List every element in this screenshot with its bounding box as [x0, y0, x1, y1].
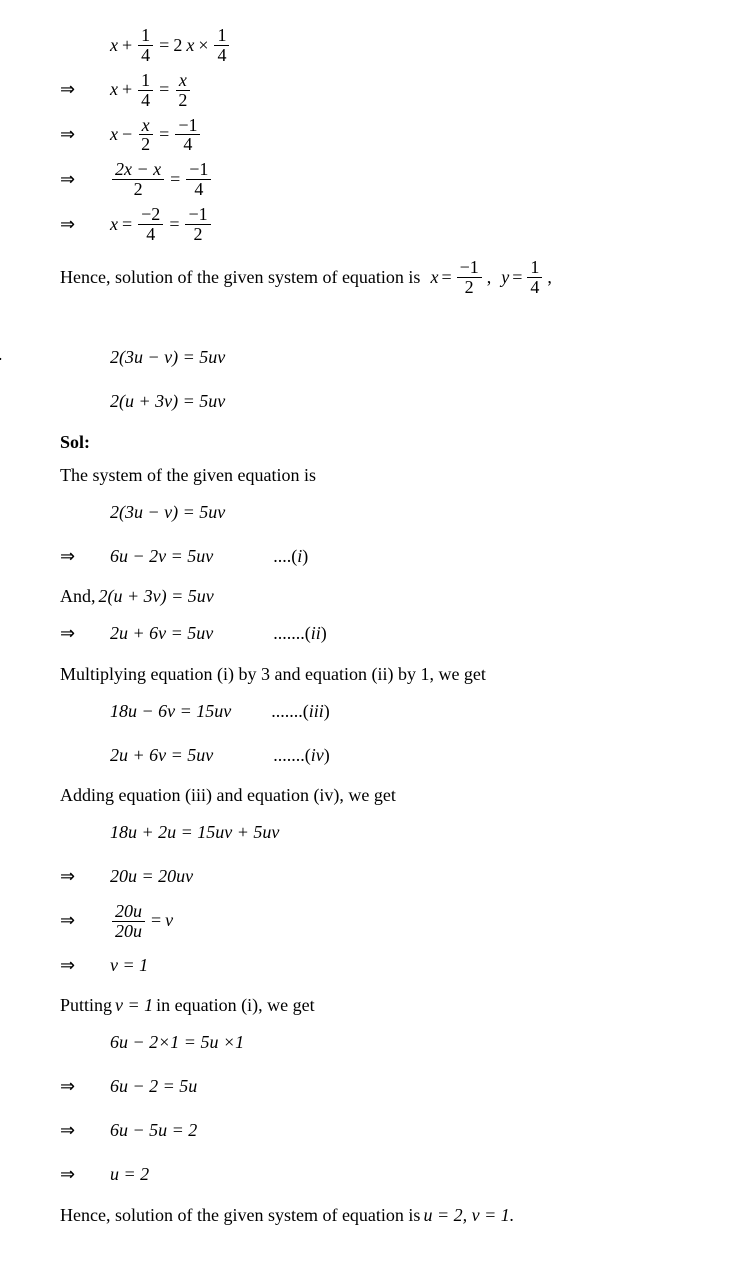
and-line: And, 2(u + 3v) = 5uv [60, 585, 708, 608]
step-eq: 18u + 2u = 15uv + 5uv [60, 814, 708, 852]
fraction: 14 [214, 26, 229, 65]
multiply-text: Multiplying equation (i) by 3 and equati… [60, 663, 708, 686]
conclusion-1: Hence, solution of the given system of e… [60, 258, 708, 297]
step-eq: ⇒ 6u − 2v = 5uv ....(i) [60, 537, 708, 575]
implies-icon: ⇒ [60, 78, 110, 101]
eq-line-3: ⇒ x − x2 = −14 [60, 116, 708, 155]
eq-line-4: ⇒ 2x − x2 = −14 [60, 160, 708, 199]
implies-icon: ⇒ [60, 1119, 110, 1142]
eq-line-5: ⇒ x = −24 = −12 [60, 205, 708, 244]
step-eq: 2(3u − v) = 5uv [60, 493, 708, 531]
eq-tag: ....(i) [273, 545, 308, 568]
step-eq: ⇒ 20u20u = v [60, 902, 708, 941]
implies-icon: ⇒ [60, 954, 110, 977]
conclusion-text: Hence, solution of the given system of e… [60, 266, 420, 289]
step-eq: 6u − 2×1 = 5u ×1 [60, 1024, 708, 1062]
implies-icon: ⇒ [60, 545, 110, 568]
var: x [186, 34, 194, 57]
implies-icon: ⇒ [60, 123, 110, 146]
implies-icon: ⇒ [60, 909, 110, 932]
question-32-block: 2(3u − v) = 5uv 2(u + 3v) = 5uv Sol: The… [60, 339, 708, 1228]
eq-tag: .......(iv) [273, 744, 330, 767]
eq-line-2: ⇒ x + 14 = x2 [60, 71, 708, 110]
implies-icon: ⇒ [60, 622, 110, 645]
op: × [198, 34, 208, 57]
step-eq: ⇒ u = 2 [60, 1156, 708, 1194]
op: + [122, 34, 132, 57]
fraction: 14 [138, 26, 153, 65]
step-eq: ⇒ v = 1 [60, 946, 708, 984]
problem-eq-1: 2(3u − v) = 5uv [60, 339, 708, 377]
solution-block-1: x + 14 = 2x × 14 ⇒ x + 14 = x2 ⇒ x − x2 … [60, 26, 708, 297]
var: x [110, 34, 118, 57]
implies-icon: ⇒ [60, 1163, 110, 1186]
step-eq: ⇒ 2u + 6v = 5uv .......(ii) [60, 615, 708, 653]
implies-icon: ⇒ [60, 213, 110, 236]
eq-tag: .......(ii) [273, 622, 327, 645]
problem-eq-2: 2(u + 3v) = 5uv [60, 383, 708, 421]
num: 2 [173, 34, 182, 57]
implies-icon: ⇒ [60, 865, 110, 888]
step-eq: ⇒ 20u = 20uv [60, 858, 708, 896]
eq: = [159, 34, 169, 57]
step-eq: ⇒ 6u − 2 = 5u [60, 1068, 708, 1106]
implies-icon: ⇒ [60, 168, 110, 191]
eq-tag: .......(iii) [271, 700, 330, 723]
step-eq: ⇒ 6u − 5u = 2 [60, 1112, 708, 1150]
putting-line: Putting v = 1 in equation (i), we get [60, 994, 708, 1017]
question-number: 32. [0, 343, 3, 366]
eq-line-1: x + 14 = 2x × 14 [60, 26, 708, 65]
sol-heading: Sol: [60, 431, 708, 454]
implies-icon: ⇒ [60, 1075, 110, 1098]
step-eq: 18u − 6v = 15uv .......(iii) [60, 692, 708, 730]
step-eq: 2u + 6v = 5uv .......(iv) [60, 736, 708, 774]
conclusion-2: Hence, solution of the given system of e… [60, 1204, 708, 1227]
add-text: Adding equation (iii) and equation (iv),… [60, 784, 708, 807]
intro-text: The system of the given equation is [60, 464, 708, 487]
